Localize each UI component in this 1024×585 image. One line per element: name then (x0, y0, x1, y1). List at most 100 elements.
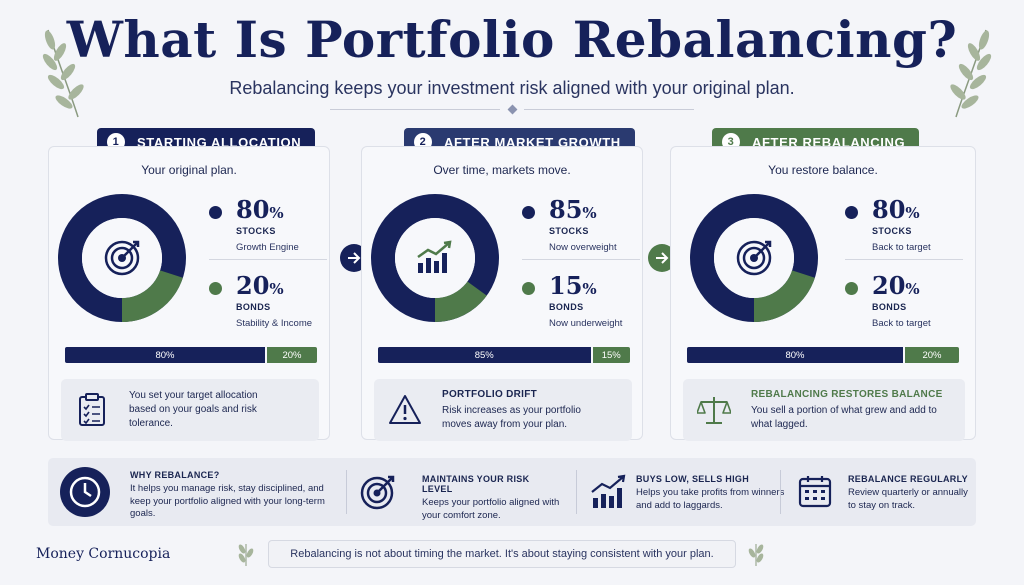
stocks-desc: Back to target (872, 242, 931, 253)
benefit-text: Keeps your portfolio aligned with your c… (422, 497, 560, 521)
donut-bonds-slice (753, 269, 815, 322)
bonds-label: BONDS (549, 302, 584, 312)
clock-icon (60, 467, 110, 517)
note-text: You set your target allocation based on … (129, 390, 258, 429)
bonds-stat: 15% BONDS Now underweight (522, 271, 637, 329)
stocks-percent: 80% (236, 195, 284, 224)
panel-after-rebalancing: You restore balance. 80% STOCKS Back to … (670, 146, 976, 441)
panel-after-market-growth: Over time, markets move. 85% STOCKS Now … (361, 146, 643, 441)
note-heading: REBALANCING RESTORES BALANCE (751, 389, 943, 400)
bonds-stat: 20% BONDS Stability & Income (209, 271, 324, 329)
bar-stocks-segment: 80% (687, 347, 903, 363)
stocks-dot (845, 206, 858, 219)
note-heading: PORTFOLIO DRIFT (442, 389, 538, 400)
stocks-desc: Now overweight (549, 242, 617, 253)
panel-starting-allocation: Your original plan. 80% STOCKS Growth En… (48, 146, 330, 441)
bonds-desc: Back to target (872, 318, 931, 329)
why-rebalance: WHY REBALANCE? It helps you manage risk,… (60, 458, 350, 526)
divider-right (524, 109, 694, 110)
brand-name: Money Cornucopia (36, 546, 171, 562)
allocation-bar: 85% 15% (378, 347, 630, 363)
stat-divider (845, 259, 963, 260)
donut-bonds-slice (434, 281, 487, 322)
page-subtitle: Rebalancing keeps your investment risk a… (229, 78, 795, 98)
why-text: It helps you manage risk, stay disciplin… (130, 483, 325, 519)
page-title: What Is Portfolio Rebalancing? (66, 10, 958, 69)
bonds-percent: 15% (549, 271, 597, 300)
allocation-bar: 80% 20% (687, 347, 959, 363)
benefit-item: REBALANCE REGULARLY Review quarterly or … (798, 458, 968, 526)
benefit-item: BUYS LOW, SELLS HIGH Helps you take prof… (590, 458, 790, 526)
bonds-desc: Stability & Income (236, 318, 313, 329)
strip-divider (346, 470, 347, 514)
bonds-dot (522, 282, 535, 295)
bonds-label: BONDS (872, 302, 907, 312)
bonds-dot (209, 282, 222, 295)
laurel-left-icon (42, 29, 84, 118)
bonds-label: BONDS (236, 302, 271, 312)
bar-chart-icon (417, 240, 452, 273)
allocation-donut (371, 194, 499, 322)
bonds-desc: Now underweight (549, 318, 623, 329)
divider-diamond-icon (507, 104, 518, 115)
growth-chart-icon (591, 474, 626, 508)
stocks-dot (209, 206, 222, 219)
note-text: Risk increases as your portfolio moves a… (442, 405, 581, 430)
stocks-percent: 80% (872, 195, 920, 224)
stat-divider (209, 259, 327, 260)
benefit-heading: MAINTAINS YOUR RISK LEVEL (422, 474, 530, 494)
target-icon (104, 240, 140, 276)
clipboard-icon (79, 393, 105, 426)
panel-note: PORTFOLIO DRIFT Risk increases as your p… (374, 379, 632, 441)
allocation-bar: 80% 20% (65, 347, 317, 363)
scale-icon (697, 397, 731, 424)
bar-stocks-segment: 80% (65, 347, 265, 363)
sprig-left-icon (238, 544, 254, 566)
note-text: You sell a portion of what grew and add … (751, 405, 937, 430)
panel-subtitle: You restore balance. (768, 163, 878, 177)
panel-note: REBALANCING RESTORES BALANCE You sell a … (683, 379, 965, 441)
divider-left (330, 109, 500, 110)
benefit-heading: REBALANCE REGULARLY (848, 474, 968, 484)
step-label: AFTER MARKET GROWTH (444, 134, 621, 150)
stocks-percent: 85% (549, 195, 597, 224)
panel-subtitle: Your original plan. (141, 163, 237, 177)
target-icon (360, 475, 395, 510)
panel-note: You set your target allocation based on … (61, 379, 319, 441)
footer-note: Rebalancing is not about timing the mark… (268, 540, 736, 568)
bonds-percent: 20% (872, 271, 920, 300)
benefit-item: MAINTAINS YOUR RISK LEVEL Keeps your por… (360, 458, 560, 526)
bar-bonds-segment: 15% (592, 347, 630, 363)
bonds-dot (845, 282, 858, 295)
stocks-label: STOCKS (549, 226, 589, 236)
calendar-icon (798, 476, 832, 508)
stocks-desc: Growth Engine (236, 242, 299, 253)
bonds-stat: 20% BONDS Back to target (845, 271, 960, 329)
bar-bonds-segment: 20% (905, 347, 959, 363)
benefit-text: Helps you take profits from winners and … (636, 487, 785, 511)
benefit-heading: BUYS LOW, SELLS HIGH (636, 474, 750, 484)
stat-divider (522, 259, 640, 260)
step-label: AFTER REBALANCING (752, 134, 906, 150)
stocks-stat: 80% STOCKS Growth Engine (209, 195, 324, 253)
step-label: STARTING ALLOCATION (137, 134, 302, 150)
panel-subtitle: Over time, markets move. (433, 163, 571, 177)
benefits-strip: WHY REBALANCE? It helps you manage risk,… (48, 458, 976, 526)
target-icon (736, 240, 772, 276)
bar-stocks-segment: 85% (378, 347, 591, 363)
allocation-donut (58, 194, 186, 322)
sprig-right-icon (748, 544, 764, 566)
allocation-donut (690, 194, 818, 322)
stocks-label: STOCKS (236, 226, 276, 236)
bar-bonds-segment: 20% (267, 347, 317, 363)
laurel-right-icon (950, 29, 992, 118)
bonds-percent: 20% (236, 271, 284, 300)
stocks-label: STOCKS (872, 226, 912, 236)
stocks-dot (522, 206, 535, 219)
why-heading: WHY REBALANCE? (130, 470, 220, 480)
strip-divider (576, 470, 577, 514)
donut-bonds-slice (121, 269, 183, 322)
benefit-text: Review quarterly or annually to stay on … (848, 487, 968, 511)
stocks-stat: 80% STOCKS Back to target (845, 195, 960, 253)
warning-icon (389, 395, 421, 424)
